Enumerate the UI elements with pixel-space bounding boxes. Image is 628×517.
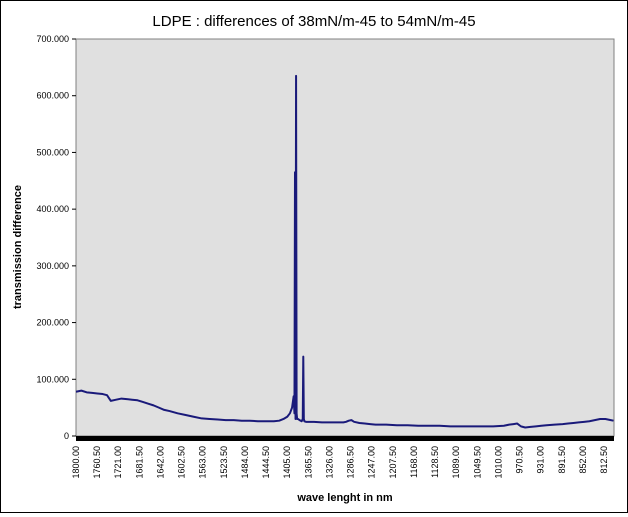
- x-tick-label: 1760.50: [92, 446, 102, 479]
- x-tick-label: 931.00: [536, 446, 546, 474]
- x-tick-label: 1642.00: [155, 446, 165, 479]
- x-tick-label: 852.00: [578, 446, 588, 474]
- x-tick-label: 1484.00: [240, 446, 250, 479]
- x-tick-label: 812.50: [599, 446, 609, 474]
- y-tick-label: 0: [64, 431, 69, 441]
- y-tick-label: 300.000: [36, 261, 69, 271]
- y-tick-label: 600.000: [36, 91, 69, 101]
- x-tick-label: 1365.50: [303, 446, 313, 479]
- x-tick-label: 1800.00: [71, 446, 81, 479]
- x-tick-label: 1405.00: [282, 446, 292, 479]
- x-tick-label: 1247.00: [367, 446, 377, 479]
- x-tick-label: 1523.50: [219, 446, 229, 479]
- x-tick-label: 1444.50: [261, 446, 271, 479]
- x-tick-label: 891.50: [557, 446, 567, 474]
- x-axis-line: [76, 436, 614, 441]
- y-axis-ticks: 0 100.000 200.000 300.000 400.000 500.000 600.…: [36, 34, 76, 441]
- x-tick-label: 1721.00: [113, 446, 123, 479]
- series-layer: [75, 74, 614, 429]
- x-tick-label: 1128.50: [430, 446, 440, 478]
- x-tick-label: 1326.00: [324, 446, 334, 479]
- y-axis-title: transmission difference: [12, 185, 24, 309]
- x-tick-label: 970.50: [515, 446, 525, 474]
- x-tick-label: 1168.00: [409, 446, 419, 478]
- plot-area: [75, 38, 615, 437]
- x-tick-label: 1286.50: [346, 446, 356, 479]
- x-tick-label: 1563.00: [198, 446, 208, 479]
- y-tick-label: 100.000: [36, 374, 69, 384]
- x-tick-label: 1049.50: [472, 446, 482, 479]
- chart-title: LDPE : differences of 38mN/m-45 to 54mN/…: [152, 13, 475, 30]
- x-tick-label: 1207.50: [388, 446, 398, 479]
- y-tick-label: 700.000: [36, 34, 69, 44]
- series-line: [75, 74, 614, 429]
- x-tick-label: 1602.50: [177, 446, 187, 479]
- x-tick-label: 1010.00: [493, 446, 503, 479]
- y-tick-label: 400.000: [36, 204, 69, 214]
- y-tick-label: 200.000: [36, 318, 69, 328]
- x-tick-label: 1089.00: [451, 446, 461, 479]
- x-axis-ticks: 1800.00 1760.50 1721.00 1681.50 1642.00 1602.…: [71, 436, 614, 479]
- y-tick-label: 500.000: [36, 147, 69, 157]
- x-tick-label: 1681.50: [134, 446, 144, 479]
- x-axis-title: wave lenght in nm: [296, 492, 393, 504]
